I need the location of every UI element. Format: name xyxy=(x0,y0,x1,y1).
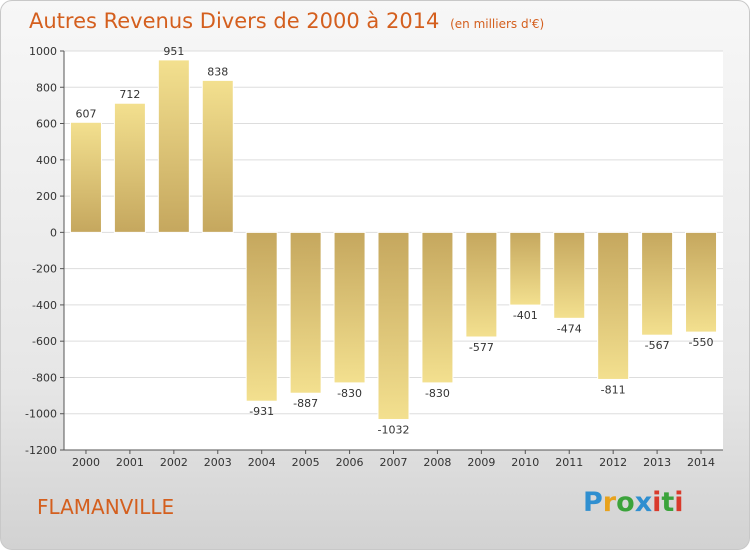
bar xyxy=(553,231,586,319)
data-label: -567 xyxy=(645,339,670,352)
chart-title-text: Autres Revenus Divers de 2000 à 2014 xyxy=(29,9,440,33)
x-tick-label: 2001 xyxy=(116,456,144,469)
data-label: -474 xyxy=(557,322,582,335)
data-label: -401 xyxy=(513,309,538,322)
y-tick-label: 600 xyxy=(36,118,57,131)
x-tick-label: 2013 xyxy=(643,456,671,469)
bar xyxy=(333,231,366,384)
x-tick-label: 2009 xyxy=(467,456,495,469)
y-tick-label: 200 xyxy=(36,190,57,203)
data-label: -931 xyxy=(249,405,274,418)
y-tick-label: 0 xyxy=(50,226,57,239)
chart-title: Autres Revenus Divers de 2000 à 2014 (en… xyxy=(29,9,544,33)
x-tick-label: 2006 xyxy=(336,456,364,469)
x-tick-label: 2012 xyxy=(599,456,627,469)
data-label: -550 xyxy=(689,336,714,349)
x-tick-label: 2010 xyxy=(511,456,539,469)
data-label: -887 xyxy=(293,397,318,410)
x-tick-label: 2005 xyxy=(292,456,320,469)
bar xyxy=(69,121,102,233)
x-tick-label: 2002 xyxy=(160,456,188,469)
bar xyxy=(421,231,454,384)
bar xyxy=(245,231,278,402)
y-tick-label: 800 xyxy=(36,81,57,94)
x-tick-label: 2000 xyxy=(72,456,100,469)
x-tick-label: 2004 xyxy=(248,456,276,469)
x-tick-label: 2008 xyxy=(423,456,451,469)
data-label: 712 xyxy=(119,88,140,101)
commune-name: FLAMANVILLE xyxy=(37,495,175,519)
bar xyxy=(289,231,322,394)
bar xyxy=(377,231,410,421)
bar xyxy=(113,102,146,233)
bar xyxy=(465,231,498,338)
chart-unit-note: (en milliers d'€) xyxy=(450,17,545,31)
data-label: 838 xyxy=(207,65,228,78)
data-label: -830 xyxy=(337,387,362,400)
x-tick-label: 2003 xyxy=(204,456,232,469)
proxiti-logo: Proxiti xyxy=(583,487,684,518)
y-tick-label: 1000 xyxy=(29,45,57,58)
y-tick-label: 400 xyxy=(36,154,57,167)
bar xyxy=(201,79,234,233)
bar xyxy=(157,59,190,233)
data-label: 951 xyxy=(163,45,184,58)
bar xyxy=(685,231,718,333)
y-tick-label: -600 xyxy=(32,335,57,348)
data-label: -830 xyxy=(425,387,450,400)
y-tick-label: -1200 xyxy=(25,444,57,457)
bar xyxy=(509,231,542,306)
x-tick-label: 2014 xyxy=(687,456,715,469)
bar xyxy=(641,231,674,336)
data-label: -811 xyxy=(601,383,626,396)
y-tick-label: -200 xyxy=(32,263,57,276)
x-tick-label: 2007 xyxy=(380,456,408,469)
bar xyxy=(597,231,630,380)
y-tick-label: -400 xyxy=(32,299,57,312)
y-tick-label: -1000 xyxy=(25,408,57,421)
data-label: -1032 xyxy=(378,424,410,437)
data-label: 607 xyxy=(75,107,96,120)
x-tick-label: 2011 xyxy=(555,456,583,469)
y-tick-label: -800 xyxy=(32,371,57,384)
data-label: -577 xyxy=(469,341,494,354)
